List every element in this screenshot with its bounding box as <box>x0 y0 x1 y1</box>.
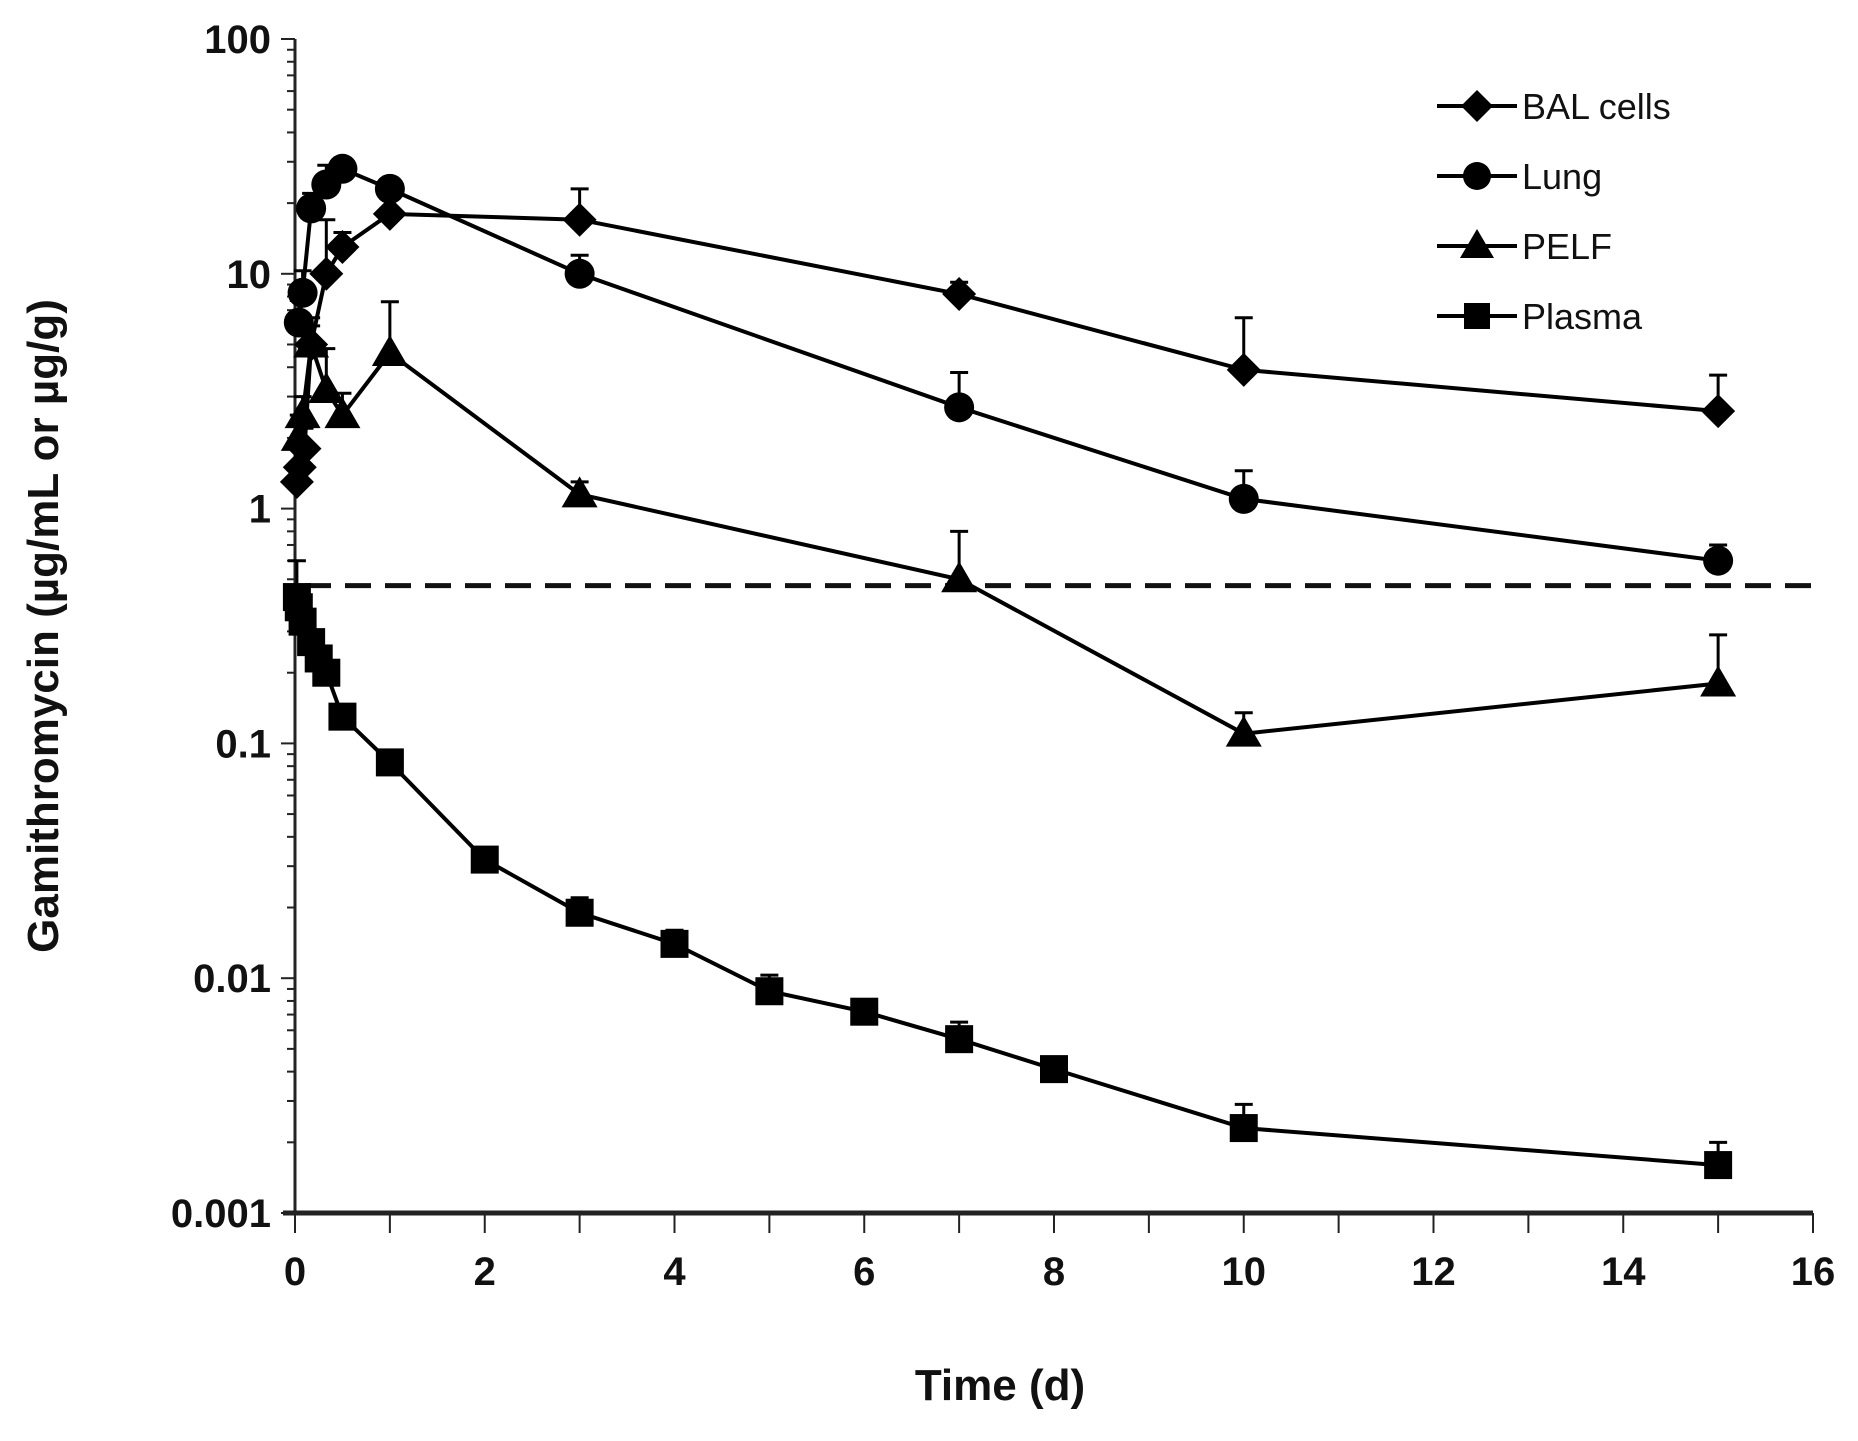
series-pelf <box>280 300 1737 747</box>
marker-square <box>945 1025 974 1054</box>
legend-label: PELF <box>1522 226 1612 267</box>
marker-square <box>1229 1114 1258 1143</box>
marker-circle <box>296 193 327 224</box>
y-tick-label: 0.01 <box>193 957 271 1001</box>
series-line <box>296 166 1719 563</box>
marker-triangle <box>371 334 408 366</box>
legend-label: Lung <box>1522 156 1602 197</box>
marker-diamond <box>325 230 360 265</box>
marker-diamond <box>1226 352 1261 387</box>
marker-square <box>1040 1055 1068 1084</box>
marker-triangle <box>280 419 317 451</box>
x-tick-label: 6 <box>853 1250 875 1294</box>
marker-triangle <box>308 371 345 403</box>
marker-diamond <box>1461 90 1493 122</box>
y-tick-label: 0.001 <box>171 1192 271 1236</box>
marker-triangle <box>1700 665 1737 697</box>
series-plasma <box>282 559 1733 1180</box>
marker-square <box>660 929 689 958</box>
marker-triangle <box>1460 229 1494 258</box>
marker-circle <box>327 153 358 184</box>
marker-circle <box>374 173 405 204</box>
marker-square <box>755 977 784 1006</box>
series-line <box>296 343 1719 736</box>
marker-diamond <box>1701 394 1736 429</box>
marker-triangle <box>941 561 978 593</box>
marker-square <box>375 748 404 777</box>
marker-diamond <box>942 277 977 312</box>
marker-circle <box>283 307 314 338</box>
marker-circle <box>287 277 318 308</box>
marker-diamond <box>309 256 344 291</box>
legend: BAL cells Lung PELF Plasma <box>1437 86 1671 337</box>
marker-triangle <box>284 397 321 429</box>
y-tick-label: 0.1 <box>215 722 271 766</box>
marker-triangle <box>1225 715 1262 747</box>
series-lung <box>283 153 1734 576</box>
marker-circle <box>944 392 975 423</box>
marker-square <box>1464 303 1490 329</box>
marker-triangle <box>561 476 598 508</box>
x-tick-label: 16 <box>1791 1250 1836 1294</box>
legend-label: Plasma <box>1522 296 1643 337</box>
x-tick-label: 4 <box>663 1250 686 1294</box>
marker-circle <box>564 258 595 289</box>
marker-diamond <box>562 202 597 237</box>
marker-circle <box>1228 483 1259 514</box>
marker-triangle <box>324 397 361 429</box>
x-tick-label: 14 <box>1601 1250 1646 1294</box>
x-tick-label: 10 <box>1222 1250 1267 1294</box>
legend-label: BAL cells <box>1522 86 1671 127</box>
marker-square <box>565 898 594 927</box>
x-tick-label: 8 <box>1043 1250 1065 1294</box>
marker-square <box>470 845 499 874</box>
x-tick-label: 2 <box>474 1250 496 1294</box>
x-tick-label: 12 <box>1411 1250 1456 1294</box>
marker-square <box>312 658 341 687</box>
y-axis-title: Gamithromycin (µg/mL or µg/g) <box>19 299 68 953</box>
y-tick-label: 10 <box>227 253 272 297</box>
marker-circle <box>1463 162 1491 190</box>
marker-diamond <box>372 196 407 231</box>
x-axis-title: Time (d) <box>915 1361 1085 1410</box>
axes: 0 2 4 6 8 10 12 14 16 0.001 0.01 0.1 1 10 100 <box>171 18 1835 1294</box>
y-tick-label: 1 <box>249 488 271 532</box>
marker-square <box>328 702 357 731</box>
series-line <box>294 596 1719 1168</box>
x-tick-label: 0 <box>284 1250 306 1294</box>
y-tick-label: 100 <box>204 18 271 62</box>
marker-square <box>850 997 879 1026</box>
marker-circle <box>1703 545 1734 576</box>
marker-square <box>1704 1151 1733 1180</box>
